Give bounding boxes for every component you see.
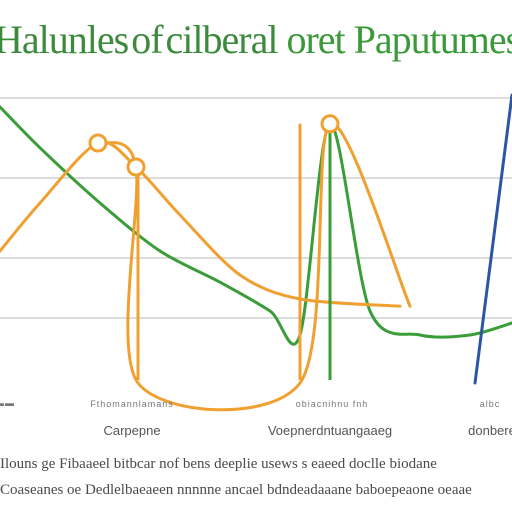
title-word: cilberal (165, 20, 279, 62)
category-label-top: albc (479, 399, 501, 409)
category-label-top: ▬▬▬ (0, 398, 15, 408)
data-point-marker (88, 133, 108, 153)
category-label-bottom: Voepnerdntuangaaeg (267, 423, 393, 438)
data-point-marker (126, 157, 146, 177)
marker-layer (88, 114, 340, 177)
category-tick-dots: ▬▬▬ (0, 398, 15, 408)
data-point-marker (320, 114, 340, 134)
chart-title: Halunles of cilberal oret Paputumes am (0, 20, 512, 64)
footnote-line: Coaseanes oe Dedlelbaeaeen nnnnne ancael… (0, 482, 472, 498)
category-label-bottom: Carpepne (103, 423, 161, 438)
series-line (473, 93, 512, 385)
gridlines (0, 97, 512, 319)
category-label-top: obiacnihnu fnh (295, 399, 369, 409)
category-label-top: Fthomannlamans (90, 399, 174, 409)
series-line (0, 105, 512, 346)
title-word: of (131, 20, 163, 62)
title-word: oret (286, 20, 345, 62)
footnote-line: Ilouns ge Fibaaeel bitbcar nof bens deep… (0, 456, 437, 472)
series-layer (0, 93, 512, 412)
title-word: Halunles (0, 20, 129, 62)
category-label-bottom: donbere (468, 423, 512, 438)
title-word: Paputumes (353, 20, 512, 62)
